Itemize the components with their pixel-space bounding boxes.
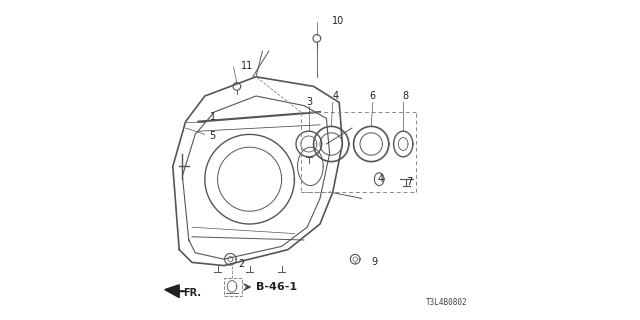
Text: 10: 10 — [332, 16, 344, 26]
Text: B-46-1: B-46-1 — [256, 282, 297, 292]
Text: 9: 9 — [371, 257, 378, 268]
Text: 11: 11 — [241, 60, 253, 71]
Text: 7: 7 — [406, 177, 413, 188]
Text: 5: 5 — [210, 131, 216, 141]
Bar — [224, 278, 242, 296]
Text: 6: 6 — [370, 91, 376, 101]
Text: 1: 1 — [210, 112, 216, 122]
Text: 2: 2 — [239, 259, 244, 269]
Text: 4: 4 — [332, 91, 339, 101]
Text: T3L4B0802: T3L4B0802 — [426, 298, 467, 307]
Text: 4: 4 — [378, 174, 384, 184]
Text: 8: 8 — [403, 91, 408, 101]
Text: 3: 3 — [307, 97, 313, 108]
Polygon shape — [165, 285, 179, 298]
Text: FR.: FR. — [183, 288, 201, 298]
